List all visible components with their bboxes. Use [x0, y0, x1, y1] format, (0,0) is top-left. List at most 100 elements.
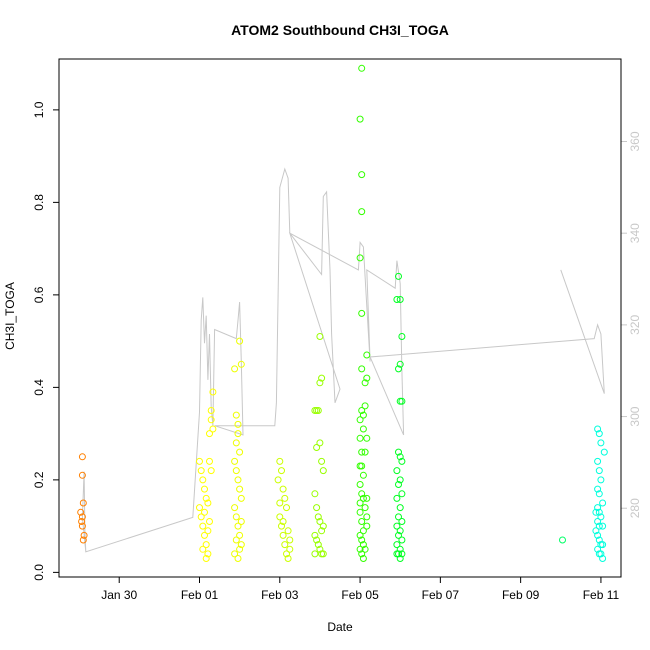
data-point [359, 555, 367, 562]
data-point [594, 518, 602, 525]
data-point [599, 541, 607, 549]
data-point [594, 545, 602, 553]
data-point [592, 527, 600, 535]
data-point [283, 550, 290, 558]
data-point [398, 550, 406, 558]
data-point [396, 527, 404, 535]
data-point [236, 448, 244, 456]
data-point [319, 467, 327, 475]
chart-title: ATOM2 Southbound CH3I_TOGA [231, 22, 449, 38]
data-point [284, 555, 292, 562]
data-point [234, 476, 242, 484]
data-point [234, 555, 242, 562]
data-point [396, 545, 404, 553]
data-point [311, 490, 319, 498]
data-point [358, 490, 366, 498]
data-point [396, 453, 404, 461]
data-point [393, 467, 401, 475]
data-point [236, 545, 244, 553]
data-point [363, 513, 371, 521]
data-point [395, 513, 402, 521]
data-point [232, 513, 240, 521]
data-point [597, 476, 605, 484]
data-point [592, 508, 600, 516]
data-point [278, 467, 285, 475]
data-point [314, 541, 322, 549]
data-point [209, 388, 217, 396]
data-point [359, 527, 367, 535]
data-point [599, 522, 607, 530]
data-point [363, 374, 371, 382]
data-point [599, 499, 607, 507]
data-point [78, 513, 86, 521]
gray-series-line [81, 167, 605, 553]
data-point [204, 499, 212, 507]
data-point [361, 448, 369, 456]
data-point [231, 457, 239, 465]
data-point [395, 272, 402, 280]
data-point [206, 430, 213, 438]
data-point [79, 499, 87, 507]
data-point [395, 448, 402, 456]
data-point [363, 351, 371, 359]
data-point [197, 513, 205, 521]
data-point [600, 448, 608, 456]
data-point [361, 402, 369, 410]
data-point [202, 541, 210, 549]
data-point [206, 518, 213, 525]
data-point [358, 550, 366, 558]
data-point [597, 439, 605, 447]
data-point [318, 527, 326, 535]
data-point [281, 494, 289, 502]
data-point [77, 508, 85, 516]
data-point [286, 536, 294, 544]
data-point [202, 494, 210, 502]
data-point [279, 531, 287, 539]
data-point [278, 522, 285, 530]
data-point [276, 513, 284, 521]
data-point [313, 444, 321, 451]
data-point [279, 518, 287, 525]
data-point [359, 494, 367, 502]
data-point [201, 485, 208, 493]
data-point [231, 365, 239, 373]
data-point [207, 467, 215, 475]
data-point [356, 508, 364, 516]
data-point [595, 508, 603, 516]
y-left-tick-label: 0.4 [32, 379, 46, 396]
y-left-tick-label: 0.2 [32, 471, 46, 488]
data-point [393, 296, 401, 303]
data-point [395, 531, 402, 539]
x-tick-label: Feb 05 [341, 588, 379, 602]
data-point [356, 416, 364, 424]
data-point [234, 420, 242, 428]
data-point [396, 476, 404, 484]
data-point [358, 208, 366, 216]
x-axis-label: Date [327, 620, 353, 634]
data-point [356, 434, 364, 442]
data-point [559, 536, 566, 544]
data-point [207, 407, 215, 414]
data-points [77, 64, 608, 562]
data-point [594, 485, 602, 493]
data-point [595, 522, 603, 530]
data-point [318, 374, 326, 382]
x-tick-label: Jan 30 [101, 588, 137, 602]
data-point [361, 379, 369, 387]
data-point [80, 531, 88, 539]
data-point [594, 531, 602, 539]
data-point [398, 490, 406, 498]
data-point [595, 490, 603, 498]
data-point [358, 171, 366, 179]
y-right-tick-label: 360 [628, 131, 642, 151]
data-point [276, 499, 284, 507]
y-left-tick-label: 1.0 [32, 101, 46, 118]
data-point [358, 462, 366, 470]
data-point [595, 536, 603, 544]
data-point [78, 471, 86, 479]
data-point [201, 508, 208, 516]
data-point [237, 541, 245, 549]
data-point [313, 536, 321, 544]
data-point [595, 430, 603, 438]
